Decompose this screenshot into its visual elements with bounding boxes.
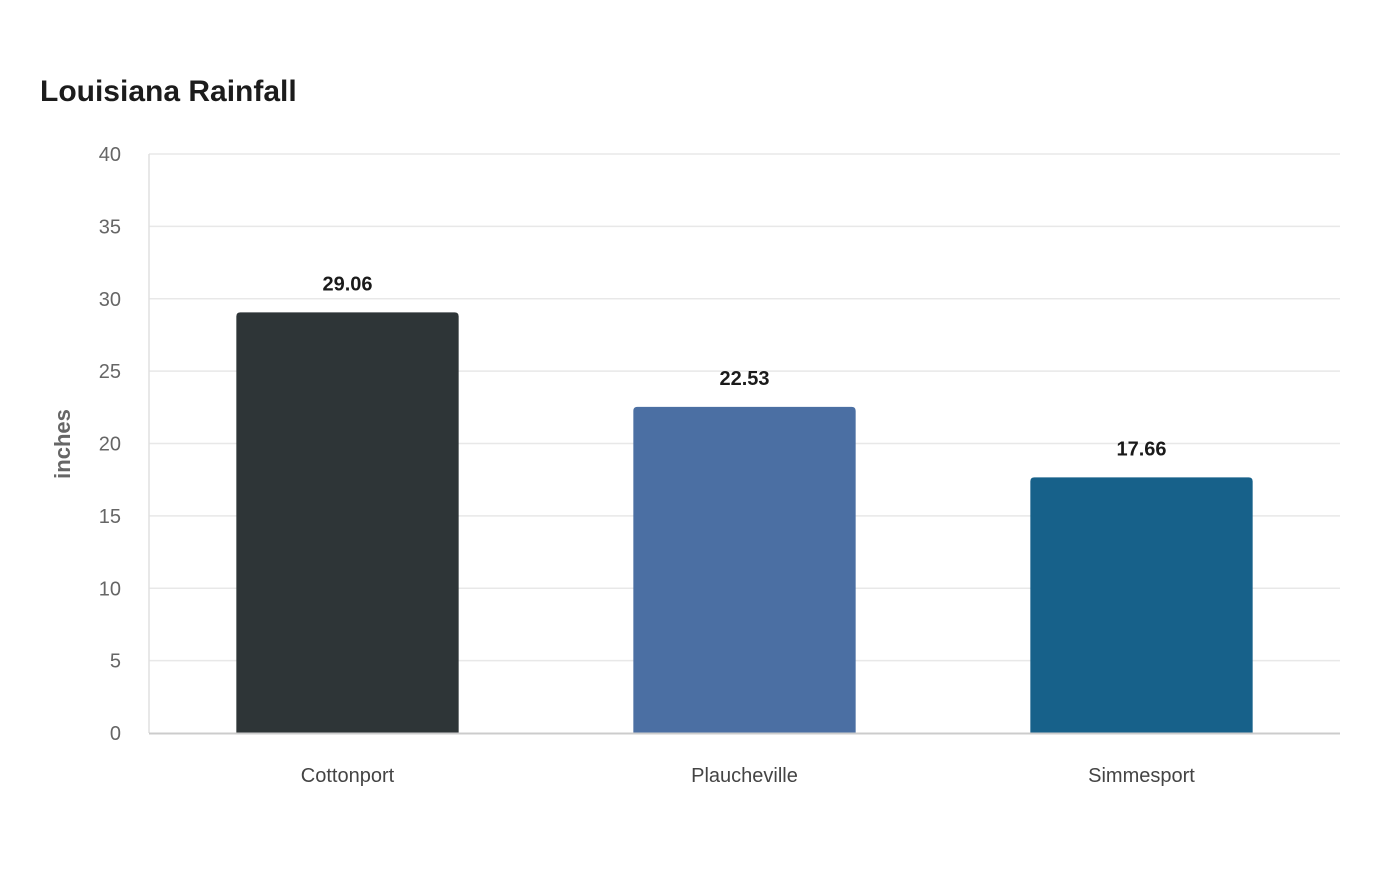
x-axis-labels: Cottonport Plaucheville Simmesport (301, 765, 1195, 787)
x-tick-label: Simmesport (1088, 765, 1195, 787)
y-tick-label: 25 (99, 361, 121, 383)
y-axis-title: inches (50, 409, 75, 479)
bar-cottonport (236, 312, 459, 733)
chart-title: Louisiana Rainfall (40, 75, 297, 108)
value-label: 22.53 (719, 368, 769, 390)
y-tick-label: 15 (99, 506, 121, 528)
y-tick-label: 5 (110, 651, 121, 673)
y-tick-label: 40 (99, 144, 121, 166)
y-tick-label: 0 (110, 723, 121, 745)
value-label: 29.06 (322, 273, 372, 295)
bar-simmesport (1030, 477, 1253, 733)
y-tick-label: 10 (99, 578, 121, 600)
y-tick-label: 35 (99, 216, 121, 238)
x-tick-label: Plaucheville (691, 765, 798, 787)
value-label: 17.66 (1116, 438, 1166, 460)
x-tick-label: Cottonport (301, 765, 395, 787)
y-axis-ticks: 0 5 10 15 20 25 30 35 40 (99, 144, 121, 745)
bar-plaucheville (633, 406, 856, 733)
bars (236, 312, 1253, 733)
y-tick-label: 20 (99, 434, 121, 456)
y-tick-label: 30 (99, 289, 121, 311)
value-labels: 29.06 22.53 17.66 (322, 273, 1166, 460)
